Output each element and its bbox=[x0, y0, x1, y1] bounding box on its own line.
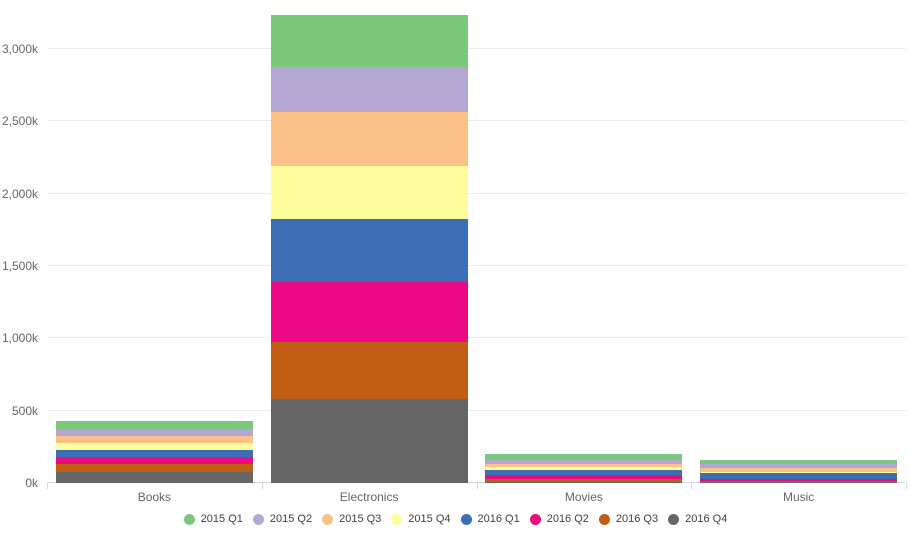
gridline-1500k bbox=[47, 265, 906, 266]
legend-item-2015-q2[interactable]: 2015 Q2 bbox=[252, 513, 313, 525]
y-tick-label: 1,500k bbox=[1, 259, 38, 273]
legend-item-2015-q1[interactable]: 2015 Q1 bbox=[183, 513, 243, 525]
bar-segment-music-2016-q3[interactable] bbox=[700, 480, 898, 483]
legend-marker-icon bbox=[322, 513, 334, 525]
bar-segment-music-2016-q4[interactable] bbox=[700, 482, 898, 483]
legend-item-2015-q4[interactable]: 2015 Q4 bbox=[391, 513, 451, 525]
bar-movies bbox=[485, 49, 683, 483]
bar-segment-books-2016-q3[interactable] bbox=[55, 464, 253, 473]
y-tick-label: 2,000k bbox=[1, 186, 38, 201]
legend-item-label: 2015 Q2 bbox=[269, 513, 313, 525]
bar-segment-music-2015-q4[interactable] bbox=[700, 471, 898, 474]
legend-item-2016-q2[interactable]: 2016 Q2 bbox=[529, 513, 589, 525]
y-tick-label: 1,000k bbox=[1, 331, 38, 346]
x-axis-tick bbox=[906, 483, 907, 489]
bar-segment-movies-2016-q3[interactable] bbox=[485, 479, 683, 482]
category-label-movies: Movies bbox=[564, 490, 603, 504]
x-axis-tick bbox=[477, 483, 478, 489]
legend: 2015 Q1 2015 Q2 2015 Q3 2015 Q4 2016 Q1 2016 … bbox=[0, 508, 911, 530]
bar-segment-music-2015-q2[interactable] bbox=[700, 464, 898, 468]
category-label-electronics: Electronics bbox=[339, 490, 399, 504]
x-axis-tick bbox=[262, 483, 263, 489]
bar-segment-music-2015-q3[interactable] bbox=[700, 467, 898, 472]
x-axis-tick bbox=[691, 483, 692, 489]
gridline-2500k bbox=[47, 120, 906, 122]
bar-segment-books-2015-q4[interactable] bbox=[55, 442, 253, 451]
bar-segment-books-2015-q1[interactable] bbox=[55, 421, 253, 429]
bar-segment-books-2015-q2[interactable] bbox=[55, 428, 253, 436]
bar-segment-movies-2016-q1[interactable] bbox=[485, 469, 683, 476]
bar-segment-books-2016-q1[interactable] bbox=[55, 450, 253, 457]
y-tick-label: 3,000k bbox=[1, 42, 38, 56]
bar-segment-books-2015-q3[interactable] bbox=[55, 436, 253, 443]
x-axis-line bbox=[47, 482, 906, 483]
bar-segment-books-2016-q2[interactable] bbox=[55, 456, 253, 465]
legend-item-label: 2016 Q1 bbox=[477, 513, 520, 525]
legend-item-label: 2016 Q2 bbox=[546, 513, 589, 525]
bar-segment-electronics-2015-q4[interactable] bbox=[270, 165, 468, 219]
gridline-2000k bbox=[47, 192, 906, 194]
plot-area bbox=[47, 15, 907, 489]
y-tick-label: 500k bbox=[11, 403, 38, 418]
bar-segment-movies-2016-q2[interactable] bbox=[485, 475, 683, 480]
bar-segment-movies-2015-q2[interactable] bbox=[485, 459, 683, 464]
legend-item-2016-q1[interactable]: 2016 Q1 bbox=[460, 513, 520, 525]
category-label-music: Music bbox=[782, 490, 815, 504]
legend-marker-icon bbox=[391, 513, 403, 525]
bar-segment-electronics-2016-q4[interactable] bbox=[270, 398, 468, 483]
category-label-books: Books bbox=[137, 490, 172, 504]
legend-marker-icon bbox=[460, 513, 472, 525]
legend-item-label: 2016 Q4 bbox=[685, 513, 728, 525]
legend-marker-icon bbox=[598, 513, 610, 525]
legend-item-2016-q4[interactable]: 2016 Q4 bbox=[668, 513, 727, 525]
bar-segment-electronics-2015-q1[interactable] bbox=[270, 15, 468, 67]
legend-item-2015-q3[interactable]: 2015 Q3 bbox=[322, 513, 381, 525]
bar-segment-movies-2015-q3[interactable] bbox=[485, 463, 683, 467]
legend-item-label: 2015 Q4 bbox=[408, 513, 451, 525]
bar-segment-music-2016-q2[interactable] bbox=[700, 478, 898, 481]
gridline-500k bbox=[47, 409, 906, 411]
bar-segment-movies-2016-q4[interactable] bbox=[485, 482, 683, 483]
legend-marker-icon bbox=[252, 513, 264, 525]
gridline-1000k bbox=[47, 337, 906, 339]
bar-segment-electronics-2016-q2[interactable] bbox=[270, 282, 468, 342]
bar-books bbox=[55, 49, 253, 483]
legend-marker-icon bbox=[183, 513, 195, 525]
legend-marker-icon bbox=[668, 513, 680, 525]
bar-segment-movies-2015-q4[interactable] bbox=[485, 466, 683, 470]
bar-segment-music-2016-q1[interactable] bbox=[700, 473, 898, 479]
bar-electronics bbox=[270, 15, 468, 483]
legend-item-label: 2015 Q1 bbox=[200, 513, 243, 525]
legend-item-2016-q3[interactable]: 2016 Q3 bbox=[598, 513, 659, 525]
bar-segment-electronics-2015-q3[interactable] bbox=[270, 112, 468, 166]
legend-marker-icon bbox=[529, 513, 541, 525]
legend-item-label: 2015 Q3 bbox=[339, 513, 382, 525]
bar-segment-books-2016-q4[interactable] bbox=[55, 472, 253, 483]
bar-segment-music-2015-q1[interactable] bbox=[700, 460, 898, 465]
legend-item-label: 2016 Q3 bbox=[615, 513, 659, 525]
bar-segment-electronics-2016-q1[interactable] bbox=[270, 219, 468, 283]
bar-music bbox=[700, 49, 898, 483]
x-axis-tick bbox=[47, 483, 48, 489]
y-tick-label: 0k bbox=[25, 476, 38, 490]
y-tick-label: 2,500k bbox=[1, 114, 38, 129]
bar-segment-electronics-2015-q2[interactable] bbox=[270, 66, 468, 113]
bar-segment-electronics-2016-q3[interactable] bbox=[270, 341, 468, 399]
bar-segment-movies-2015-q1[interactable] bbox=[485, 454, 683, 460]
gridline-3000k bbox=[47, 48, 906, 49]
